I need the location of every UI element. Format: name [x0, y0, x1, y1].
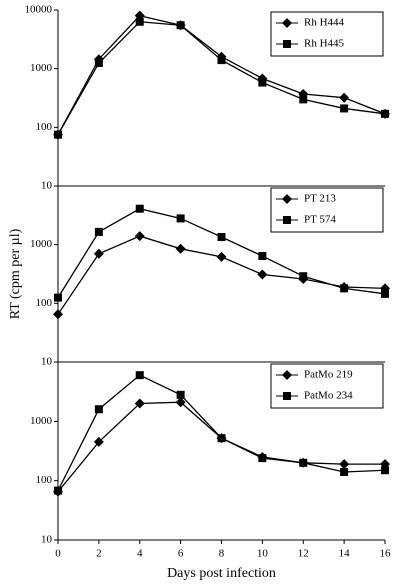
- data-point: [94, 58, 103, 67]
- data-point: [339, 459, 350, 470]
- data-point: [299, 95, 308, 104]
- y-tick-label: 1000: [30, 238, 53, 250]
- x-tick-label: 4: [137, 548, 143, 560]
- data-point: [381, 289, 389, 298]
- data-point: [299, 272, 308, 281]
- legend-box: [270, 11, 384, 57]
- data-point: [217, 434, 226, 443]
- data-point: [217, 56, 226, 65]
- legend-marker: [283, 40, 291, 48]
- y-tick-label: 1000: [30, 415, 53, 427]
- y-tick-label: 10: [41, 534, 53, 546]
- data-point: [176, 214, 185, 223]
- data-point: [176, 390, 185, 399]
- legend-label: Rh H444: [304, 17, 345, 29]
- data-point: [299, 458, 308, 467]
- y-axis-label: RT (cpm per µl): [8, 228, 23, 319]
- legend-box: [270, 363, 384, 409]
- legend-box: [270, 187, 384, 233]
- data-point: [381, 466, 389, 475]
- data-point: [340, 104, 349, 113]
- y-tick-label: 10000: [25, 4, 53, 16]
- data-point: [339, 92, 350, 103]
- x-tick-label: 14: [339, 548, 351, 560]
- y-tick-label: 1000: [30, 62, 53, 74]
- data-point: [94, 405, 103, 414]
- x-tick-label: 2: [96, 548, 102, 560]
- data-point: [381, 109, 389, 118]
- data-point: [53, 309, 63, 320]
- data-point: [93, 436, 104, 447]
- y-tick-label: 100: [36, 297, 53, 309]
- data-point: [175, 243, 186, 254]
- series-line: [57, 235, 386, 315]
- data-point: [216, 251, 227, 262]
- legend-label: PT 213: [304, 193, 336, 205]
- legend-label: PatMo 219: [304, 369, 353, 381]
- data-point: [258, 252, 267, 261]
- y-tick-label: 10: [41, 356, 53, 368]
- data-point: [54, 486, 62, 495]
- series-line: [57, 401, 385, 493]
- legend-label: PT 574: [304, 214, 336, 226]
- data-point: [134, 398, 145, 409]
- data-point: [54, 293, 62, 302]
- legend-marker: [283, 392, 291, 400]
- legend-label: Rh H445: [304, 38, 345, 50]
- data-point: [135, 17, 144, 26]
- data-point: [258, 454, 267, 463]
- x-tick-label: 0: [55, 548, 61, 560]
- data-point: [135, 371, 144, 380]
- legend-label: PatMo 234: [304, 390, 353, 402]
- y-tick-label: 100: [36, 121, 53, 133]
- x-tick-label: 8: [219, 548, 225, 560]
- data-point: [176, 21, 185, 30]
- legend-marker: [282, 194, 292, 204]
- x-tick-label: 10: [257, 548, 269, 560]
- x-tick-label: 16: [380, 548, 392, 560]
- data-point: [217, 233, 226, 242]
- legend-marker: [283, 216, 291, 224]
- data-point: [175, 397, 186, 408]
- x-tick-label: 6: [178, 548, 184, 560]
- data-point: [258, 78, 267, 87]
- data-point: [134, 231, 145, 242]
- data-point: [340, 467, 349, 476]
- data-point: [54, 130, 62, 139]
- data-point: [135, 204, 144, 213]
- legend-marker: [282, 18, 292, 28]
- y-tick-label: 100: [36, 474, 53, 486]
- data-point: [340, 284, 349, 293]
- legend-marker: [282, 370, 292, 380]
- data-point: [94, 227, 103, 236]
- x-tick-label: 12: [298, 548, 309, 560]
- data-point: [93, 248, 104, 259]
- data-point: [257, 269, 268, 280]
- y-tick-label: 10: [41, 180, 53, 192]
- x-axis-label: Days post infection: [167, 566, 276, 581]
